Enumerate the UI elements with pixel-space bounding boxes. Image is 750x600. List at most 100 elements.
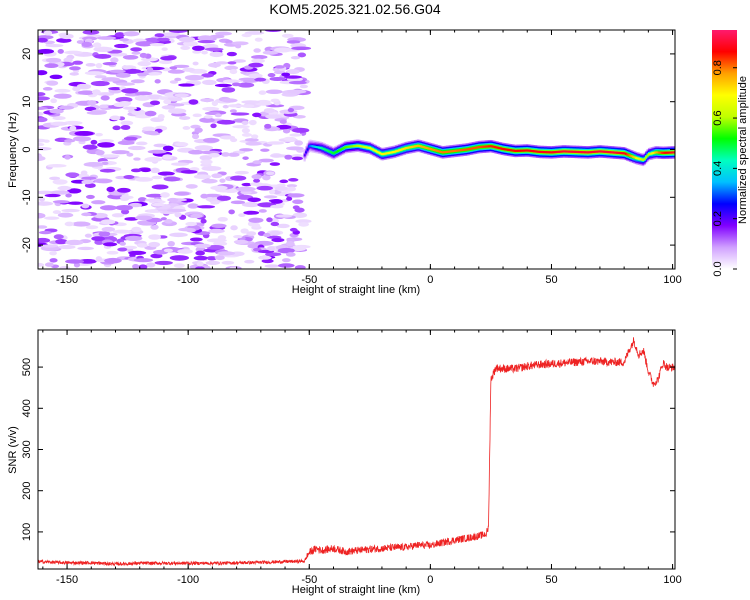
noise-blob — [118, 100, 132, 106]
noise-blob — [284, 154, 293, 160]
signal-cell — [466, 148, 469, 151]
noise-blob — [264, 123, 272, 129]
signal-cell — [656, 151, 659, 154]
noise-blob — [242, 156, 249, 160]
signal-cell — [432, 148, 436, 152]
noise-blob — [253, 223, 261, 228]
signal-cell — [451, 150, 454, 153]
noise-blob — [38, 106, 48, 111]
signal-cell — [397, 149, 401, 152]
signal-cell — [363, 145, 366, 148]
noise-blob — [204, 47, 224, 51]
signal-cell — [530, 149, 533, 152]
noise-blob — [95, 149, 105, 156]
x-tick-label: -50 — [301, 574, 317, 586]
noise-blob — [285, 241, 295, 247]
noise-blob — [137, 197, 147, 202]
noise-blob — [229, 69, 238, 75]
noise-blob — [274, 47, 292, 53]
signal-cell — [418, 144, 421, 148]
signal-cell — [627, 153, 630, 157]
noise-blob — [100, 154, 120, 158]
noise-blob — [76, 83, 89, 89]
noise-blob — [95, 132, 103, 137]
noise-blob — [281, 258, 291, 263]
signal-cell — [479, 145, 482, 149]
noise-blob — [255, 101, 272, 106]
signal-cell — [374, 149, 377, 153]
signal-cell — [669, 151, 672, 154]
colorbar-tick-label: 0.6 — [712, 110, 724, 125]
signal-cell — [412, 145, 415, 148]
noise-blob — [295, 219, 312, 224]
noise-blob — [87, 100, 97, 106]
noise-blob — [244, 259, 255, 264]
noise-blob — [141, 57, 158, 62]
noise-blob — [115, 96, 133, 103]
signal-cell — [637, 157, 640, 160]
noise-blob — [248, 62, 264, 68]
noise-blob — [154, 33, 165, 38]
signal-cell — [400, 148, 404, 151]
y-tick-label: 10 — [21, 96, 33, 108]
signal-cell — [371, 148, 375, 151]
noise-blob — [120, 120, 134, 126]
signal-cell — [569, 150, 572, 153]
signal-cell — [615, 151, 619, 154]
noise-blob — [138, 264, 148, 269]
signal-cell — [320, 147, 324, 150]
noise-blob — [144, 156, 163, 163]
noise-blob — [81, 179, 94, 185]
signal-cell — [326, 149, 329, 152]
noise-blob — [161, 32, 181, 37]
noise-blob — [38, 92, 46, 97]
signal-cell — [338, 149, 341, 152]
noise-blob — [288, 186, 297, 192]
noise-blob — [168, 30, 188, 33]
signal-cell — [508, 148, 511, 152]
signal-cell — [395, 150, 398, 153]
noise-blob — [74, 131, 94, 136]
noise-blob — [133, 258, 154, 263]
noise-blob — [124, 235, 143, 241]
noise-blob — [77, 90, 96, 95]
noise-blob — [276, 124, 292, 130]
noise-blob — [279, 179, 289, 184]
noise-blob — [229, 109, 237, 113]
colorbar: 0.0 0.2 0.4 0.6 0.8 Normalized spectral ampl… — [712, 30, 749, 277]
noise-blob — [163, 99, 172, 105]
signal-cell — [589, 151, 593, 154]
signal-cell — [525, 149, 529, 152]
noise-blob — [286, 69, 300, 75]
x-tick-label: 0 — [427, 574, 433, 586]
signal-cell — [617, 151, 620, 154]
noise-blob — [197, 205, 216, 209]
noise-blob — [219, 135, 236, 140]
signal-cell — [325, 149, 328, 152]
noise-blob — [59, 33, 74, 40]
noise-blob — [132, 264, 140, 269]
noise-blob — [44, 193, 61, 198]
noise-blob — [102, 242, 118, 247]
signal-cell — [553, 151, 556, 154]
signal-cell — [389, 151, 392, 154]
noise-blob — [38, 212, 46, 219]
signal-cell — [486, 145, 489, 148]
noise-blob — [100, 95, 110, 101]
noise-blob — [114, 32, 126, 38]
noise-blob — [297, 52, 307, 58]
x-tick-label: 50 — [545, 574, 557, 586]
noise-blob — [241, 120, 249, 125]
signal-cell — [368, 146, 372, 150]
y-tick-label: 200 — [21, 482, 33, 500]
signal-cell — [514, 149, 517, 153]
noise-blob — [173, 64, 190, 68]
signal-cell — [573, 150, 577, 153]
noise-blob — [116, 82, 136, 86]
noise-blob — [77, 246, 94, 251]
noise-blob — [130, 47, 143, 52]
noise-blob — [287, 193, 305, 198]
noise-blob — [55, 239, 68, 245]
noise-blob — [136, 243, 148, 248]
noise-blob — [109, 115, 121, 121]
